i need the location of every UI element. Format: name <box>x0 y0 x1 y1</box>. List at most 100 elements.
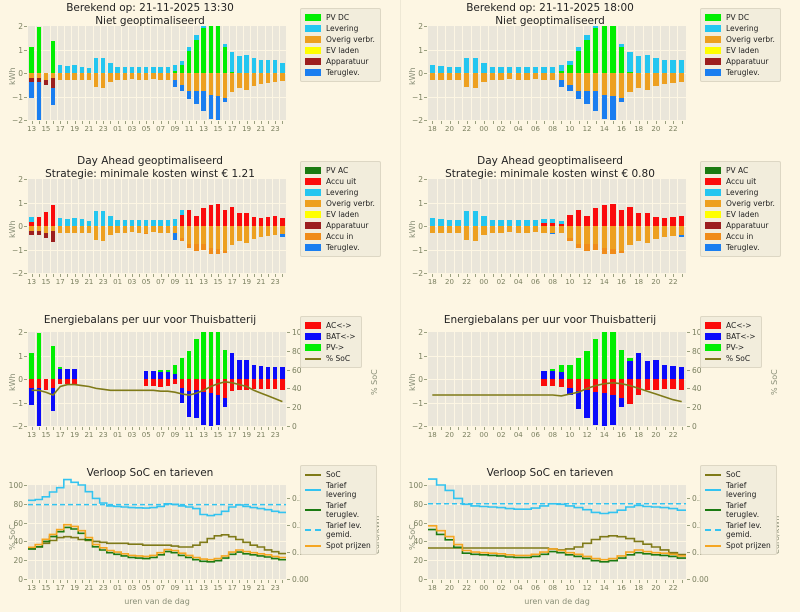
x-axis-tick: 21 <box>84 431 94 439</box>
legend-item[interactable]: PV AC <box>305 166 375 175</box>
legend-item[interactable]: Teruglev. <box>305 68 375 77</box>
x-axis-tickmark <box>492 427 494 430</box>
legend-item[interactable]: SoC <box>705 470 771 479</box>
legend-item[interactable]: % SoC <box>305 354 356 363</box>
x-axis-tickmark <box>88 580 90 583</box>
y-axis-tickmark <box>687 498 690 500</box>
y-axis-tickmark <box>24 226 27 227</box>
legend-item[interactable]: EV laden <box>305 210 375 219</box>
gridline-vertical <box>488 179 490 273</box>
x-axis-tickmark <box>153 580 155 583</box>
legend-item[interactable]: Levering <box>705 188 775 197</box>
bar-segment <box>201 332 206 379</box>
gridline-vertical <box>171 26 173 120</box>
bar-segment <box>661 365 668 379</box>
y-axis-tickmark <box>24 426 27 427</box>
bar-series <box>28 179 286 273</box>
legend-item[interactable]: Tarief levering <box>305 481 371 499</box>
legend-item[interactable]: Levering <box>305 24 375 33</box>
legend-item[interactable]: % SoC <box>705 354 756 363</box>
x-axis-tickmark <box>139 121 141 124</box>
legend-item[interactable]: Tarief teruglev. <box>305 501 371 519</box>
x-axis-tickmark <box>621 427 623 430</box>
legend-item[interactable]: Accu uit <box>305 177 375 186</box>
legend-item[interactable]: Tarief lev. gemid. <box>705 521 771 539</box>
bar-segment <box>679 367 685 379</box>
legend-item[interactable]: EV laden <box>705 210 775 219</box>
y-axis-tickmark <box>424 541 427 543</box>
legend-item[interactable]: Apparatuur <box>305 57 375 66</box>
bar-segment <box>230 71 235 73</box>
legend-item[interactable]: Overig verbr. <box>305 199 375 208</box>
legend-item[interactable]: BAT<-> <box>305 332 356 341</box>
gridline-vertical <box>462 179 464 273</box>
legend-item[interactable]: Accu uit <box>705 177 775 186</box>
legend-item[interactable]: Tarief levering <box>705 481 771 499</box>
legend-item[interactable]: Teruglev. <box>705 68 775 77</box>
legend-item[interactable]: Tarief lev. gemid. <box>305 521 371 539</box>
gridline-vertical <box>157 179 158 273</box>
legend-item[interactable]: EV laden <box>705 46 775 55</box>
bar-segment <box>58 65 63 73</box>
x-axis-tickmark <box>526 580 528 583</box>
legend-item[interactable]: Levering <box>305 188 375 197</box>
bar-segment <box>29 217 34 222</box>
bar-segment <box>446 219 453 226</box>
bar-segment <box>172 379 178 384</box>
legend-item[interactable]: Levering <box>705 24 775 33</box>
bar-segment <box>429 65 435 73</box>
legend-item[interactable]: AC<-> <box>305 321 356 330</box>
legend-item[interactable]: Tarief teruglev. <box>705 501 771 519</box>
legend-item[interactable]: Accu in <box>305 232 375 241</box>
legend-item[interactable]: Apparatuur <box>705 57 775 66</box>
bar-series <box>428 26 686 120</box>
series-line <box>428 535 686 556</box>
legend-item[interactable]: BAT<-> <box>705 332 756 341</box>
x-axis-tickmark <box>630 427 632 430</box>
bar-segment <box>222 97 228 102</box>
legend-swatch-icon <box>305 489 321 491</box>
gridline-vertical <box>479 485 481 579</box>
x-axis-tickmark <box>239 121 241 124</box>
x-axis-tickmark <box>146 121 148 124</box>
legend-item[interactable]: Apparatuur <box>305 221 375 230</box>
legend-item[interactable]: Spot prijzen <box>705 541 771 550</box>
bar-segment <box>194 243 199 251</box>
y-axis-tick: 100 <box>8 481 23 490</box>
legend-item[interactable]: EV laden <box>305 46 375 55</box>
legend-item[interactable]: Overig verbr. <box>705 35 775 44</box>
gridline-vertical <box>505 332 507 426</box>
legend-item[interactable]: Apparatuur <box>705 221 775 230</box>
legend-swatch-icon <box>305 25 321 32</box>
x-axis-tickmark <box>31 121 33 124</box>
legend-item[interactable]: PV AC <box>705 166 775 175</box>
x-axis-tickmark <box>103 427 105 430</box>
bar-segment <box>593 226 599 245</box>
gridline-vertical <box>539 179 541 273</box>
legend-item[interactable]: PV-> <box>305 343 356 352</box>
legend-item[interactable]: Overig verbr. <box>305 35 375 44</box>
legend-item[interactable]: AC<-> <box>705 321 756 330</box>
bar-segment <box>575 357 582 379</box>
bar-segment <box>265 216 271 226</box>
gridline-vertical <box>207 26 209 120</box>
bar-segment <box>165 66 170 73</box>
x-axis-tick: 02 <box>496 584 506 592</box>
legend-item[interactable]: SoC <box>305 470 371 479</box>
bar-segment <box>601 379 607 394</box>
x-axis-tickmark <box>483 580 485 583</box>
legend-item[interactable]: PV-> <box>705 343 756 352</box>
bar-segment <box>158 226 163 233</box>
legend-item[interactable]: PV DC <box>305 13 375 22</box>
bar-segment <box>644 54 650 73</box>
legend-item[interactable]: Teruglev. <box>305 243 375 252</box>
legend-item[interactable]: Teruglev. <box>705 243 775 252</box>
legend-item[interactable]: PV DC <box>705 13 775 22</box>
legend-item[interactable]: Spot prijzen <box>305 541 371 550</box>
legend-item[interactable]: Overig verbr. <box>705 199 775 208</box>
gridline-vertical <box>114 485 115 579</box>
legend-item[interactable]: Accu in <box>705 232 775 241</box>
x-axis-tickmark <box>578 274 580 277</box>
bar-segment <box>679 216 685 226</box>
bar-segment <box>644 360 650 379</box>
